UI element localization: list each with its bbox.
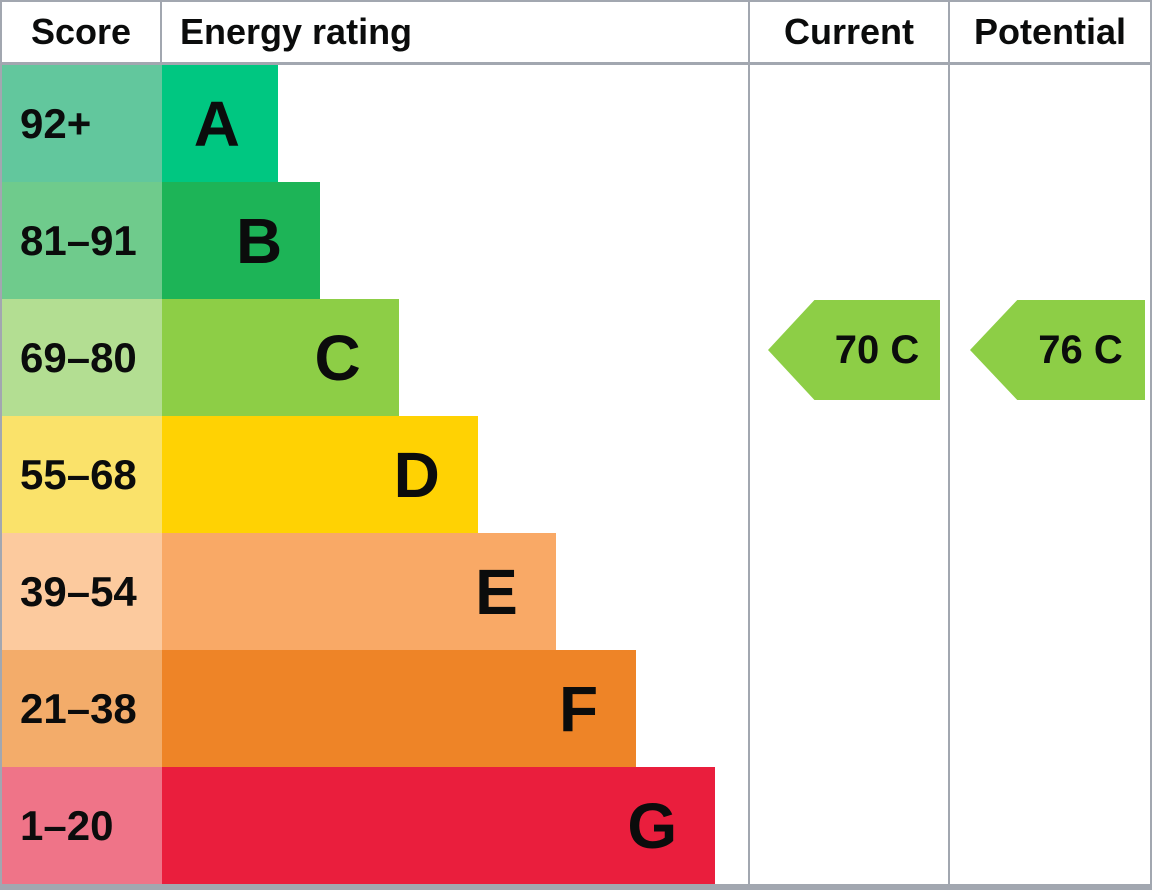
potential-rating-cell: [950, 416, 1150, 533]
band-letter: D: [393, 438, 440, 511]
score-cell-a: 92+: [2, 65, 162, 182]
current-rating-cell: [750, 416, 948, 533]
current-rating-cell: [750, 182, 948, 299]
rating-cell: D: [162, 416, 748, 533]
band-letter: G: [627, 789, 678, 862]
score-cell-g: 1–20: [2, 767, 162, 884]
current-rating-value: 70 C: [834, 327, 920, 372]
potential-rating-cell: 76 C: [950, 299, 1150, 416]
header-energy-rating: Energy rating: [180, 11, 413, 52]
current-rating-cell: [750, 767, 948, 884]
band-letter: F: [558, 672, 599, 745]
band-letter: C: [314, 321, 361, 394]
potential-rating-value: 76 C: [1038, 327, 1123, 372]
band-letter: A: [193, 87, 241, 160]
potential-rating-cell: [950, 182, 1150, 299]
header-underline: [2, 62, 1150, 65]
header-score: Score: [30, 11, 132, 52]
column-divider-score-rating: [160, 2, 162, 62]
band-bar-c: C: [162, 299, 399, 416]
band-bar-g: G: [162, 767, 716, 884]
header-potential: Potential: [973, 11, 1126, 52]
band-bar-e: E: [162, 533, 556, 650]
potential-rating-arrow: 76 C: [970, 300, 1145, 400]
score-cell-b: 81–91: [2, 182, 162, 299]
band-letter: B: [236, 204, 283, 277]
rating-cell: A: [162, 65, 748, 182]
rating-cell: E: [162, 533, 748, 650]
column-divider-rating-current: [748, 2, 750, 884]
rating-cell: F: [162, 650, 748, 767]
band-bar-f: F: [162, 650, 637, 767]
potential-rating-cell: [950, 533, 1150, 650]
score-cell-f: 21–38: [2, 650, 162, 767]
band-letter: E: [475, 555, 518, 628]
score-cell-e: 39–54: [2, 533, 162, 650]
potential-rating-cell: [950, 650, 1150, 767]
header-current: Current: [783, 11, 914, 52]
potential-rating-cell: [950, 767, 1150, 884]
rating-cell: C: [162, 299, 748, 416]
current-rating-cell: [750, 533, 948, 650]
column-divider-current-potential: [948, 2, 950, 884]
current-rating-cell: 70 C: [750, 299, 948, 416]
current-rating-cell: [750, 65, 948, 182]
current-rating-cell: [750, 650, 948, 767]
band-bar-a: A: [162, 65, 279, 182]
score-cell-d: 55–68: [2, 416, 162, 533]
rating-cell: G: [162, 767, 748, 884]
score-cell-c: 69–80: [2, 299, 162, 416]
rating-cell: B: [162, 182, 748, 299]
band-bar-b: B: [162, 182, 321, 299]
potential-rating-cell: [950, 65, 1150, 182]
band-bar-d: D: [162, 416, 478, 533]
current-rating-arrow: 70 C: [768, 300, 940, 400]
